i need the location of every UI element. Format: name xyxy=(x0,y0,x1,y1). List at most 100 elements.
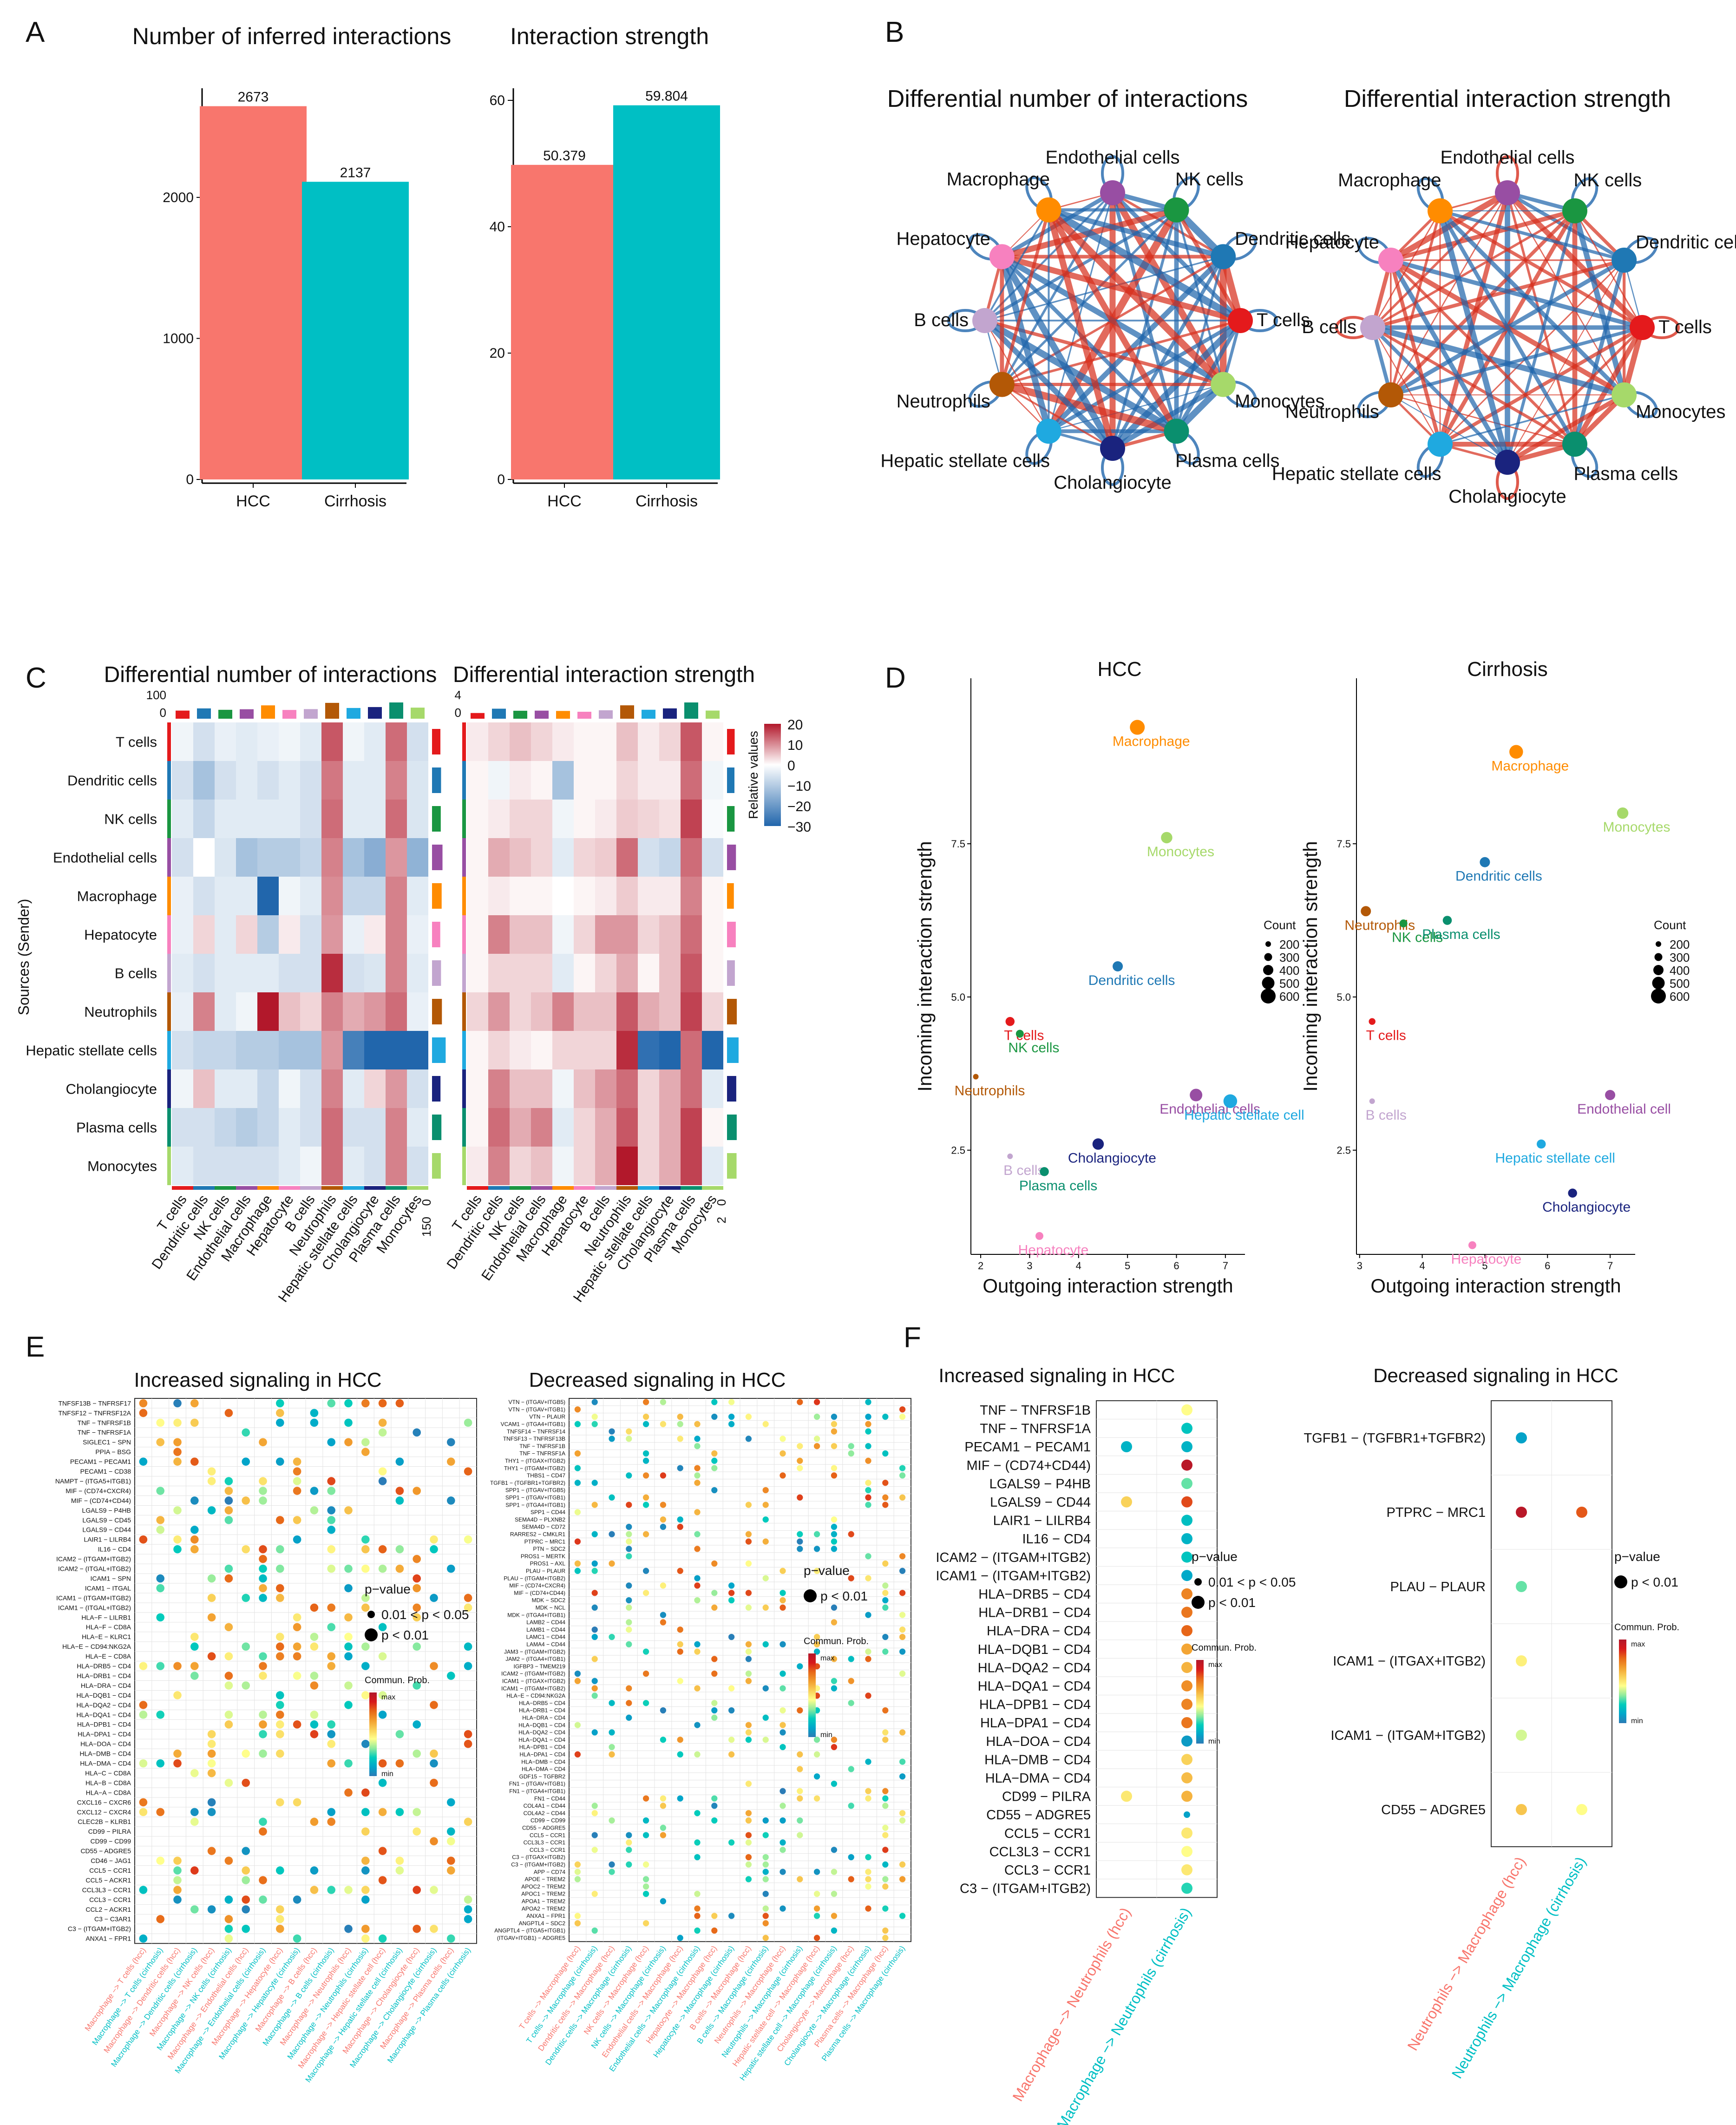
dotplot-point xyxy=(660,1612,667,1618)
dotplot-point xyxy=(259,1496,267,1505)
scatter-legend-dot xyxy=(1656,941,1661,947)
dotplot-point xyxy=(293,1477,301,1485)
heatmap-cell xyxy=(257,1069,279,1108)
dotplot-point xyxy=(1181,1864,1192,1876)
dotplot-row-label: CXCL16 − CXCR6 xyxy=(77,1798,131,1806)
dotplot-point xyxy=(190,1817,199,1826)
dotplot-point xyxy=(762,1861,769,1868)
dotplot-point xyxy=(413,1924,421,1933)
heatmap-cell xyxy=(407,954,428,992)
dotplot-point xyxy=(626,1619,632,1626)
dotplot-point xyxy=(574,1450,581,1457)
heatmap-col-strip xyxy=(215,1186,236,1190)
heatmap-row-label: B cells xyxy=(115,965,157,982)
dotplot-point xyxy=(865,1905,871,1912)
dotplot-point xyxy=(276,1730,284,1738)
pvalue-legend-label: 0.01 < p < 0.05 xyxy=(1208,1575,1296,1589)
heatmap-cell xyxy=(488,722,510,761)
heatmap-cell xyxy=(531,1147,552,1185)
dotplot-row-label: CD99 − PILRA xyxy=(1002,1790,1091,1804)
network-edge xyxy=(1046,208,1179,433)
dotplot-point xyxy=(899,1670,906,1677)
heatmap-cell xyxy=(386,761,407,800)
scatter-point-label: T cells xyxy=(1366,1028,1406,1043)
prob-legend-colorbar xyxy=(369,1692,377,1776)
heatmap-cell xyxy=(552,722,574,761)
dotplot-point xyxy=(813,1795,820,1802)
dotplot-point xyxy=(1121,1496,1132,1508)
dotplot-point xyxy=(310,1418,319,1427)
dotplot-point xyxy=(762,1913,769,1919)
dotplot-point xyxy=(626,1700,632,1706)
network-edge xyxy=(1389,210,1576,396)
dotplot-point xyxy=(626,1531,632,1537)
dotplot-row-label: HLA−DMB − CD4 xyxy=(521,1758,565,1765)
dotplot-point xyxy=(361,1856,370,1865)
dotplot-point xyxy=(848,1443,854,1449)
network-edge xyxy=(1507,191,1625,262)
dotplot-row-label: TGFB1 − (TGFBR1+TGFBR2) xyxy=(1304,1431,1486,1446)
dotplot-point xyxy=(1516,1804,1527,1815)
heatmap-cell xyxy=(681,722,702,761)
scatter-point xyxy=(1442,916,1452,925)
heatmap-cell xyxy=(595,838,616,877)
dotplot-point xyxy=(447,1856,455,1865)
scatter-point xyxy=(1040,1167,1049,1176)
dotplot-point xyxy=(259,1662,267,1670)
dotplot-point xyxy=(813,1413,820,1420)
dotplot-row-label: ICAM2 − (ITGAM+ITGB2) xyxy=(56,1555,131,1563)
dotplot-point xyxy=(378,1623,387,1632)
dotplot-point xyxy=(882,1905,889,1912)
dotplot-row-label: CCL5 − ACKR1 xyxy=(85,1876,131,1884)
dotplot-point xyxy=(139,1701,148,1709)
heatmap-top-bar xyxy=(411,708,425,719)
dotplot-point xyxy=(447,1564,455,1573)
dotplot-point xyxy=(882,1861,889,1868)
dotplot-point xyxy=(207,1467,216,1476)
heatmap-top-axis-label: 0 xyxy=(455,706,461,720)
dotplot-row-label: HLA−F − LILRB1 xyxy=(81,1613,131,1621)
heatmap-cell xyxy=(172,838,193,877)
dotplot-point xyxy=(882,1729,889,1736)
dotplot-point xyxy=(378,1778,387,1787)
heatmap-cell xyxy=(236,761,257,800)
dotplot-point xyxy=(626,1714,632,1721)
dotplot-point xyxy=(574,1560,581,1567)
scatter-y-tick-label: 5.0 xyxy=(951,991,965,1003)
dotplot-point xyxy=(831,1869,838,1875)
dotplot-point xyxy=(780,1472,786,1479)
dotplot-point xyxy=(1121,1791,1132,1802)
heatmap-cell xyxy=(467,915,488,954)
heatmap-cell xyxy=(321,800,343,838)
dotplot-row-label: TNF − TNFRSF1B xyxy=(980,1403,1091,1418)
dotplot-point xyxy=(642,1648,649,1655)
dotplot-point xyxy=(626,1538,632,1545)
dotplot-point xyxy=(207,1739,216,1748)
dotplot-point xyxy=(694,1443,701,1449)
heatmap-cell xyxy=(595,1108,616,1147)
heatmap-cell xyxy=(510,1069,531,1108)
dotplot-point xyxy=(831,1465,838,1471)
dotplot-point xyxy=(361,1603,370,1612)
heatmap-cell xyxy=(407,915,428,954)
heatmap-row-strip xyxy=(167,915,171,954)
heatmap-row-strip xyxy=(167,838,171,877)
heatmap-cell xyxy=(300,1069,321,1108)
heatmap-cell xyxy=(257,800,279,838)
dotplot-point xyxy=(591,1480,598,1486)
heatmap-col-strip xyxy=(681,1186,702,1190)
dotplot-point xyxy=(574,1406,581,1413)
dotplot-row-label: FN1 − CD44 xyxy=(534,1795,565,1802)
dotplot-point xyxy=(660,1582,667,1589)
heatmap-side-bar xyxy=(432,922,440,947)
dotplot-row-label: HLA−DQA1 − CD4 xyxy=(518,1737,565,1743)
dotplot-point xyxy=(660,1824,667,1831)
dotplot-point xyxy=(259,1574,267,1583)
dotplot-point xyxy=(242,1924,250,1933)
network-edge xyxy=(1000,255,1178,433)
scatter-legend-dot xyxy=(1651,989,1666,1003)
network-edge xyxy=(1440,394,1625,445)
heatmap-row-label: T cells xyxy=(116,734,157,750)
scatter-point xyxy=(1568,1188,1577,1198)
dotplot-point xyxy=(242,1428,250,1437)
